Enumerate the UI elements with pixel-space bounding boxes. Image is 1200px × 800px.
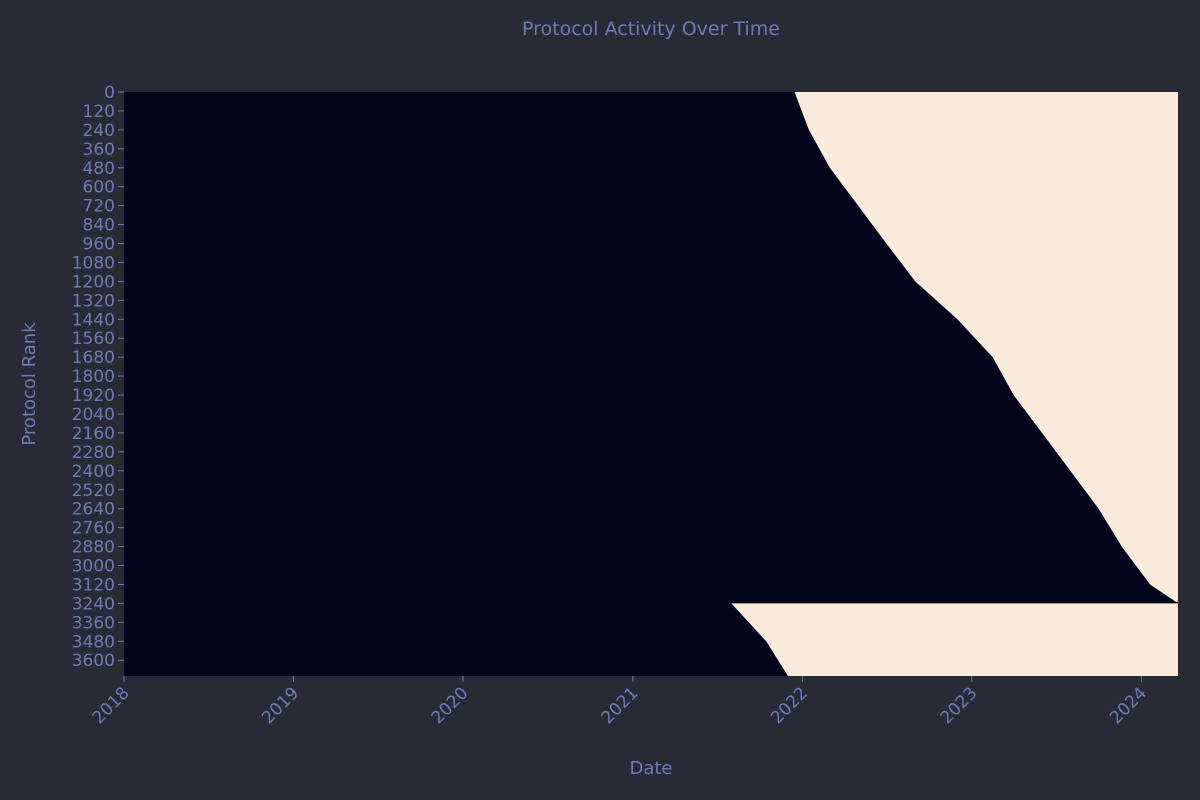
y-tick-label: 3000	[72, 557, 115, 577]
y-tick-label: 2040	[72, 405, 115, 425]
y-tick-label: 720	[83, 197, 115, 217]
y-tick-label: 240	[83, 121, 115, 141]
y-tick-label: 480	[83, 159, 115, 179]
x-tick-label: 2019	[258, 683, 303, 728]
x-tick-label: 2023	[937, 683, 982, 728]
y-tick-label: 1080	[72, 253, 115, 273]
y-tick-label: 2880	[72, 538, 115, 558]
y-tick-label: 1680	[72, 348, 115, 368]
y-tick-label: 2640	[72, 500, 115, 520]
y-tick-label: 2520	[72, 481, 115, 501]
x-tick-label: 2018	[89, 683, 134, 728]
heatmap-active-region-upper	[794, 92, 1178, 602]
y-tick-label: 840	[83, 216, 115, 236]
x-tick-label: 2020	[428, 683, 473, 728]
y-tick-label: 1320	[72, 291, 115, 311]
heatmap-active-region-lower	[731, 603, 1178, 676]
y-tick-label: 2760	[72, 519, 115, 539]
y-tick-label: 2400	[72, 462, 115, 482]
y-axis-label: Protocol Rank	[19, 322, 40, 446]
y-tick-label: 3120	[72, 575, 115, 595]
y-tick-label: 0	[104, 83, 115, 103]
y-tick-label: 3600	[72, 651, 115, 671]
y-tick-label: 1800	[72, 367, 115, 387]
y-tick-label: 3360	[72, 613, 115, 633]
y-tick-label: 2160	[72, 424, 115, 444]
y-tick-label: 1560	[72, 329, 115, 349]
y-tick-label: 3480	[72, 632, 115, 652]
x-axis: 2018 2019 2020 2021 2022 2023 2024	[89, 676, 1151, 728]
y-tick-label: 1440	[72, 310, 115, 330]
y-tick-label: 1200	[72, 272, 115, 292]
y-tick-label: 3240	[72, 594, 115, 614]
y-tick-label: 120	[83, 102, 115, 122]
y-tick-label: 960	[83, 235, 115, 255]
y-tick-label: 360	[83, 140, 115, 160]
y-tick-label: 1920	[72, 386, 115, 406]
y-axis: 0120240360480600720840960108012001320144…	[72, 83, 124, 671]
x-axis-label: Date	[629, 758, 672, 779]
x-tick-label: 2022	[767, 683, 812, 728]
chart-title: Protocol Activity Over Time	[522, 18, 780, 40]
x-tick-label: 2021	[598, 683, 643, 728]
y-tick-label: 600	[83, 178, 115, 198]
y-tick-label: 2280	[72, 443, 115, 463]
plot-area	[124, 92, 1178, 676]
x-tick-label: 2024	[1106, 683, 1151, 728]
